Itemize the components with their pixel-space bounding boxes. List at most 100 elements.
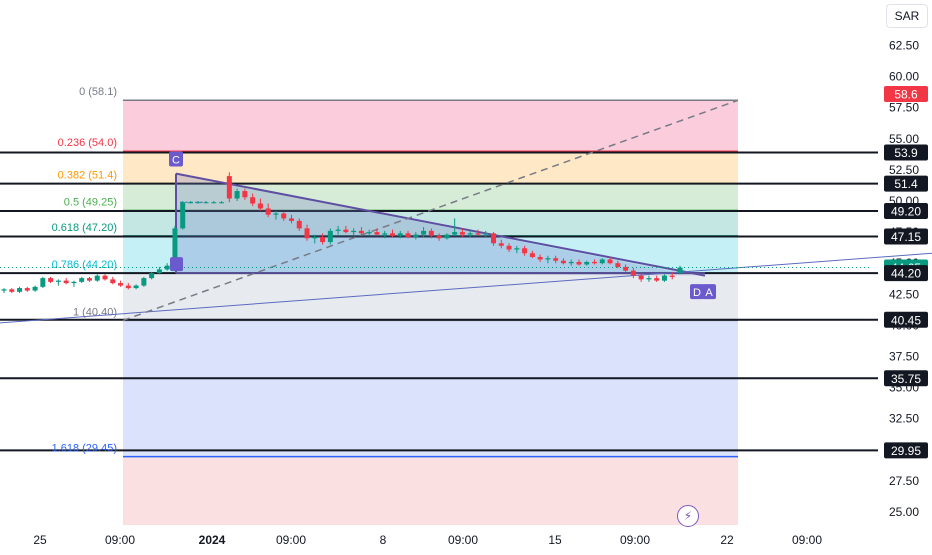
candle-up[interactable] <box>351 230 357 233</box>
candle-down[interactable] <box>537 256 543 260</box>
pattern-point-c[interactable]: C <box>169 151 183 167</box>
candle-down[interactable] <box>226 176 232 199</box>
candle-down[interactable] <box>358 230 364 234</box>
candle-up[interactable] <box>1 289 7 291</box>
candle-up[interactable] <box>172 228 178 266</box>
candle-up[interactable] <box>71 281 77 284</box>
candle-up[interactable] <box>661 275 667 281</box>
pattern-point-a[interactable]: A <box>702 284 716 300</box>
candle-down[interactable] <box>669 275 675 277</box>
candle-down[interactable] <box>553 258 559 261</box>
candle-up[interactable] <box>584 261 590 265</box>
candle-down[interactable] <box>343 229 349 233</box>
candle-up[interactable] <box>156 269 162 274</box>
candle-down[interactable] <box>405 233 411 238</box>
candle-up[interactable] <box>149 273 155 279</box>
candle-down[interactable] <box>592 261 598 264</box>
candle-down[interactable] <box>654 278 660 281</box>
candle-up[interactable] <box>452 232 458 235</box>
price-label-box[interactable] <box>884 370 928 387</box>
candle-up[interactable] <box>599 259 605 264</box>
candle-up[interactable] <box>195 202 201 204</box>
candle-down[interactable] <box>24 288 30 291</box>
candle-up[interactable] <box>467 233 473 235</box>
candle-up[interactable] <box>444 234 450 239</box>
price-label-box[interactable] <box>884 86 928 103</box>
candle-down[interactable] <box>428 230 434 236</box>
candle-up[interactable] <box>382 233 388 235</box>
price-label-box[interactable] <box>884 265 928 282</box>
candle-down[interactable] <box>498 243 504 246</box>
price-label-box[interactable] <box>884 202 928 219</box>
candle-down[interactable] <box>110 279 116 284</box>
candle-down[interactable] <box>576 261 582 265</box>
candle-down[interactable] <box>242 191 248 198</box>
candle-down[interactable] <box>118 283 124 286</box>
candle-up[interactable] <box>312 237 318 239</box>
candle-up[interactable] <box>677 267 683 274</box>
candle-up[interactable] <box>211 202 217 204</box>
candle-up[interactable] <box>40 278 46 287</box>
candle-up[interactable] <box>187 202 193 204</box>
candle-up[interactable] <box>219 202 225 204</box>
candle-down[interactable] <box>459 232 465 235</box>
candle-up[interactable] <box>646 278 652 280</box>
long-trendline[interactable] <box>0 252 932 324</box>
candle-up[interactable] <box>234 191 240 199</box>
candle-up[interactable] <box>133 285 139 289</box>
candle-down[interactable] <box>374 232 380 235</box>
candle-down[interactable] <box>615 263 621 267</box>
candle-down[interactable] <box>560 260 566 264</box>
candle-down[interactable] <box>522 248 528 254</box>
lightning-icon[interactable]: ⚡︎ <box>677 505 699 527</box>
candle-down[interactable] <box>506 245 512 250</box>
candle-up[interactable] <box>32 286 38 291</box>
candle-up[interactable] <box>421 230 427 235</box>
candle-down[interactable] <box>475 233 481 235</box>
candle-up[interactable] <box>335 229 341 231</box>
candle-down[interactable] <box>529 253 535 257</box>
candle-down[interactable] <box>48 278 54 282</box>
currency-selector[interactable]: SAR <box>886 4 928 28</box>
candle-up[interactable] <box>568 261 574 264</box>
candle-down[interactable] <box>102 275 108 280</box>
candle-down[interactable] <box>491 233 497 244</box>
price-label-box[interactable] <box>884 311 928 328</box>
candle-up[interactable] <box>79 278 85 282</box>
candle-down[interactable] <box>257 203 263 209</box>
candle-up[interactable] <box>366 232 372 234</box>
candle-down[interactable] <box>390 233 396 236</box>
pattern-point-b[interactable] <box>170 257 183 272</box>
candle-down[interactable] <box>265 208 271 215</box>
candle-down[interactable] <box>125 285 131 289</box>
candle-up[interactable] <box>327 230 333 243</box>
candle-up[interactable] <box>55 280 61 282</box>
candle-up[interactable] <box>483 233 489 235</box>
price-label-box[interactable] <box>884 442 928 459</box>
candle-up[interactable] <box>273 213 279 215</box>
candle-up[interactable] <box>180 202 186 229</box>
candle-down[interactable] <box>623 266 629 271</box>
candle-down[interactable] <box>630 270 636 276</box>
candle-up[interactable] <box>94 275 100 281</box>
candle-up[interactable] <box>514 248 520 250</box>
candle-up[interactable] <box>141 278 147 286</box>
candle-up[interactable] <box>164 265 170 270</box>
price-label-box[interactable] <box>884 228 928 245</box>
candle-up[interactable] <box>203 202 209 204</box>
candle-down[interactable] <box>296 220 302 229</box>
price-label-box[interactable] <box>884 175 928 192</box>
candle-down[interactable] <box>436 235 442 239</box>
candle-up[interactable] <box>413 234 419 238</box>
candle-up[interactable] <box>397 233 403 236</box>
candle-down[interactable] <box>607 259 613 264</box>
upper-trendline[interactable] <box>175 172 706 277</box>
pattern-point-d[interactable]: D <box>690 284 704 300</box>
candle-down[interactable] <box>250 197 256 204</box>
candle-down[interactable] <box>288 218 294 221</box>
candle-down[interactable] <box>638 275 644 280</box>
price-label-box[interactable] <box>884 144 928 161</box>
candle-down[interactable] <box>320 237 326 243</box>
